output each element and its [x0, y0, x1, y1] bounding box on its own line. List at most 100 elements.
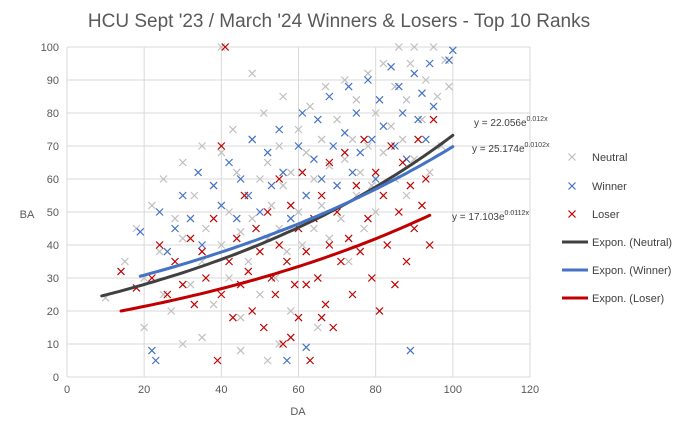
y-tick-label: 80 — [47, 108, 59, 120]
loser-point — [155, 241, 164, 249]
neutral-point — [391, 82, 399, 91]
neutral-point — [275, 142, 284, 150]
winner-point — [398, 109, 407, 117]
winner-point — [406, 346, 415, 355]
winner-point — [194, 168, 203, 177]
loser-point — [406, 181, 415, 190]
neutral-point — [178, 234, 187, 243]
expon-neutral-line — [100, 133, 455, 298]
x-tick-label: 60 — [292, 384, 304, 396]
winner-point — [329, 142, 338, 150]
winner-point — [418, 89, 426, 98]
neutral-point — [445, 82, 453, 91]
neutral-point — [236, 227, 245, 236]
neutral-point — [279, 181, 287, 190]
winner-point — [171, 224, 179, 233]
neutral-point — [425, 168, 434, 177]
loser-point — [209, 214, 218, 223]
neutral-point — [317, 201, 326, 210]
chart-title: HCU Sept '23 / March '24 Winners & Loser… — [88, 11, 590, 32]
data-points — [101, 43, 457, 365]
x-tick-label: 120 — [521, 384, 539, 396]
neutral-point — [387, 122, 396, 131]
neutral-point — [147, 201, 156, 210]
neutral-point — [402, 95, 411, 104]
y-tick-label: 0 — [53, 372, 59, 384]
winner-point — [410, 69, 419, 78]
loser-point — [414, 135, 423, 144]
winner-point — [325, 92, 334, 101]
neutral-point — [190, 191, 199, 200]
neutral-point — [418, 115, 426, 124]
neutral-point — [178, 158, 187, 167]
winner-point — [151, 356, 160, 365]
neutral-point — [120, 257, 129, 266]
loser-point — [344, 234, 353, 243]
neutral-point — [236, 313, 245, 322]
loser-point — [398, 158, 407, 167]
winner-point — [394, 82, 403, 91]
neutral-point — [421, 76, 430, 84]
winner-point — [186, 214, 195, 223]
winner-point — [371, 175, 380, 183]
winner-point — [367, 135, 376, 144]
neutral-point — [248, 214, 257, 223]
neutral-point — [225, 274, 233, 282]
loser-point — [201, 274, 210, 282]
winner-point — [279, 168, 287, 177]
loser-point — [213, 356, 222, 365]
loser-point — [294, 313, 303, 322]
neutral-point — [364, 69, 372, 78]
neutral-point — [279, 92, 287, 101]
loser-point — [364, 214, 372, 223]
trendline-equations: y = 22.056e0.012x y = 25.174e0.0102x y = 1… — [452, 116, 550, 223]
y-tick-label: 40 — [47, 240, 59, 252]
legend-label-neutral: Neutral — [592, 152, 627, 164]
winner-point — [310, 155, 318, 164]
loser-point — [286, 333, 295, 342]
loser-point — [275, 175, 284, 183]
loser-point — [255, 247, 264, 256]
loser-point — [317, 313, 326, 322]
loser-point — [321, 300, 330, 309]
neutral-point — [356, 168, 365, 177]
loser-point — [391, 280, 399, 289]
loser-point — [348, 290, 357, 299]
legend-marker-neutral — [568, 153, 576, 161]
x-tick-label: 100 — [444, 384, 462, 396]
winner-point — [344, 82, 353, 91]
neutral-point — [248, 69, 257, 78]
neutral-point — [352, 95, 361, 104]
loser-point — [383, 241, 392, 249]
winner-point — [275, 125, 284, 134]
loser-point — [371, 168, 380, 177]
expon-winner-line — [138, 145, 455, 278]
neutral-point — [201, 224, 210, 233]
winner-point — [421, 135, 430, 144]
winner-point — [445, 56, 453, 65]
legend-marker-loser — [568, 210, 576, 218]
winner-point — [232, 214, 241, 223]
winner-point — [294, 142, 303, 150]
winner-point — [425, 59, 434, 68]
neutral-point — [267, 201, 276, 210]
neutral-point — [364, 142, 372, 150]
winner-point — [356, 148, 365, 157]
neutral-point — [259, 109, 268, 117]
loser-point — [217, 142, 226, 150]
loser-point — [306, 356, 314, 365]
loser-point — [252, 224, 260, 233]
loser-point — [340, 148, 349, 157]
loser-point — [360, 135, 369, 144]
loser-point — [117, 267, 125, 276]
y-tick-label: 10 — [47, 339, 59, 351]
loser-point — [421, 175, 430, 183]
neutral-point — [155, 247, 164, 256]
trendline-equation: y = 17.103e0.0112x — [452, 210, 529, 223]
neutral-point — [333, 115, 342, 124]
winner-point — [317, 175, 326, 183]
neutral-point — [209, 300, 218, 309]
winner-point — [302, 343, 311, 352]
winner-point — [147, 346, 156, 355]
winner-point — [340, 128, 349, 137]
